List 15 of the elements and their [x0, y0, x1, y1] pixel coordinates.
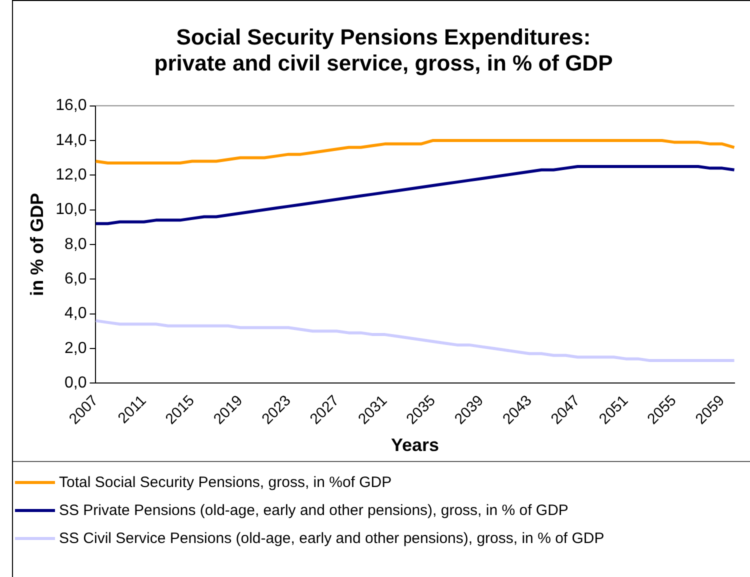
y-tick-label: 2,0 — [64, 340, 87, 357]
y-tick-label: 16,0 — [56, 97, 87, 114]
legend-label: Total Social Security Pensions, gross, in %of GDP — [59, 474, 392, 490]
y-tick-label: 0,0 — [64, 374, 87, 392]
x-axis-title: Years — [390, 435, 440, 456]
legend-label: SS Civil Service Pensions (old-age, early and other pensions), gross, in % of GDP — [59, 530, 604, 546]
y-tick-label: 4,0 — [64, 305, 87, 322]
legend-label: SS Private Pensions (old-age, early and other pensions), gross, in % of GDP — [59, 502, 568, 518]
y-tick-label: 10,0 — [56, 201, 87, 218]
y-tick-label: 12,0 — [56, 166, 87, 184]
y-tick-label: 6,0 — [64, 270, 87, 288]
y-tick-label: 8,0 — [64, 236, 87, 253]
y-axis-title: in % of GDP — [26, 192, 47, 296]
y-tick-label: 14,0 — [56, 132, 87, 149]
chart-title: Social Security Pensions Expenditures: private and civil service, gross, in % of GDP — [154, 24, 613, 76]
